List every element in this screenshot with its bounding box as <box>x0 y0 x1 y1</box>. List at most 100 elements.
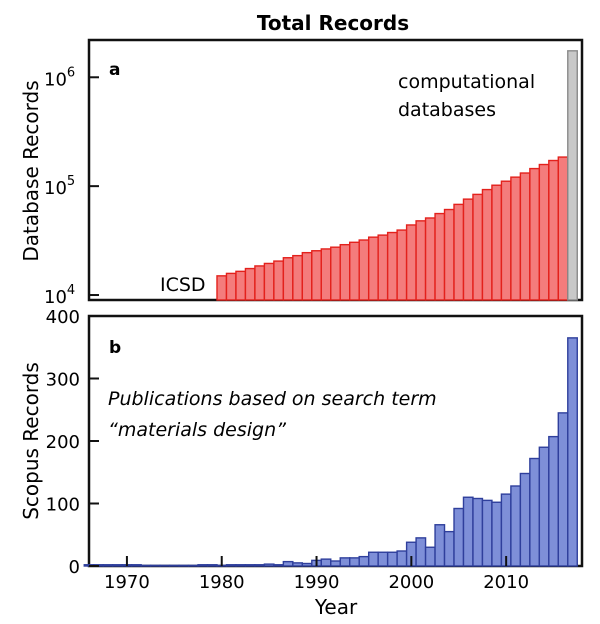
scopus-bar <box>415 537 427 567</box>
panel-a: Database Records a computational databas… <box>19 38 584 308</box>
annotation-search-line2: “materials design” <box>108 419 286 441</box>
scopus-bar <box>235 564 247 567</box>
scopus-bar <box>140 564 152 567</box>
scopus-bar <box>330 560 341 567</box>
scopus-bar <box>187 564 199 567</box>
scopus-bar <box>254 564 266 567</box>
panel-a-bars <box>216 50 578 301</box>
y-tick-label: 0 <box>69 557 80 578</box>
scopus-bar <box>301 562 313 567</box>
scopus-bar <box>557 412 569 567</box>
scopus-bar <box>159 564 171 567</box>
icsd-bar <box>557 156 569 301</box>
scopus-bar <box>273 564 285 567</box>
scopus-bar <box>168 564 180 567</box>
scopus-bar <box>225 564 237 567</box>
scopus-bar <box>130 564 142 567</box>
icsd-bar <box>349 241 360 301</box>
scopus-bar <box>339 557 351 567</box>
icsd-bar <box>367 236 379 301</box>
scopus-bar <box>349 557 360 567</box>
icsd-bar <box>339 243 351 301</box>
icsd-bar <box>548 159 559 301</box>
scopus-bar <box>386 551 398 567</box>
icsd-bar <box>424 217 436 301</box>
scopus-bar <box>424 546 436 567</box>
panel-b-y-axis-label: Scopus Records <box>19 362 43 520</box>
scopus-bar <box>178 564 190 567</box>
scopus-bar <box>320 558 332 567</box>
icsd-bar <box>254 265 266 301</box>
y-tick-label: 104 <box>44 283 75 308</box>
scopus-bar <box>510 485 522 567</box>
y-tick-label: 400 <box>46 307 80 328</box>
y-tick-label: 200 <box>46 432 80 453</box>
icsd-bar <box>500 180 512 301</box>
scopus-bar <box>462 496 474 567</box>
icsd-bar <box>519 172 531 301</box>
panel-b-bars <box>83 337 578 567</box>
icsd-bar <box>292 254 304 301</box>
x-tick-label: 1990 <box>294 572 340 593</box>
x-tick-label: 2000 <box>388 572 434 593</box>
icsd-bar <box>538 163 550 301</box>
scopus-bar <box>538 446 550 567</box>
icsd-bar <box>481 188 493 301</box>
icsd-bar <box>434 212 446 301</box>
panel-b-label: b <box>109 338 121 358</box>
y-tick-label: 105 <box>44 174 75 199</box>
y-tick-label: 300 <box>46 370 80 391</box>
annotation-icsd: ICSD <box>160 274 206 296</box>
scopus-bar <box>481 499 493 567</box>
icsd-bar <box>415 220 427 301</box>
scopus-bar <box>567 337 578 567</box>
computational-bar <box>567 50 578 301</box>
scopus-bar <box>377 551 389 567</box>
icsd-bar <box>235 270 247 301</box>
scopus-bar <box>453 507 465 567</box>
y-tick-label: 106 <box>44 65 75 90</box>
icsd-bar <box>311 250 322 301</box>
scopus-bar <box>197 564 209 567</box>
icsd-bar <box>396 229 408 301</box>
scopus-bar <box>112 564 123 567</box>
icsd-bar <box>358 239 370 301</box>
icsd-bar <box>405 224 417 301</box>
annotation-computational-line2: databases <box>398 99 496 121</box>
scopus-bar <box>548 435 559 567</box>
icsd-bar <box>282 257 294 301</box>
scopus-bar <box>263 563 275 567</box>
y-tick-label: 100 <box>46 495 80 516</box>
icsd-bar <box>320 248 332 301</box>
icsd-bar <box>453 203 465 301</box>
icsd-bar <box>225 272 237 301</box>
panel-a-y-axis-label: Database Records <box>19 80 43 261</box>
icsd-bar <box>462 198 474 301</box>
x-tick-label: 2010 <box>483 572 529 593</box>
icsd-bar <box>377 234 389 301</box>
panel-a-label: a <box>109 60 120 80</box>
icsd-bar <box>263 262 275 301</box>
x-tick-label: 1980 <box>199 572 245 593</box>
icsd-bar <box>216 275 228 301</box>
scopus-bar <box>519 472 531 567</box>
scopus-bar <box>500 493 512 567</box>
chart-title: Total Records <box>257 11 409 35</box>
scopus-bar <box>491 501 503 567</box>
scopus-bar <box>434 524 446 567</box>
icsd-bar <box>491 184 503 301</box>
scopus-bar <box>358 555 370 567</box>
icsd-bar <box>330 246 341 301</box>
scopus-bar <box>244 564 256 567</box>
annotation-computational-line1: computational <box>398 71 535 93</box>
scopus-bar <box>529 457 541 567</box>
panel-b: Scopus Records Year b Publications based… <box>19 307 584 619</box>
icsd-bar <box>529 167 541 301</box>
scopus-bar <box>443 530 455 567</box>
icsd-bar <box>273 260 285 301</box>
icsd-bar <box>301 251 313 301</box>
annotation-search-line1: Publications based on search term <box>108 388 437 410</box>
icsd-bar <box>244 267 256 301</box>
icsd-bar <box>386 231 398 301</box>
